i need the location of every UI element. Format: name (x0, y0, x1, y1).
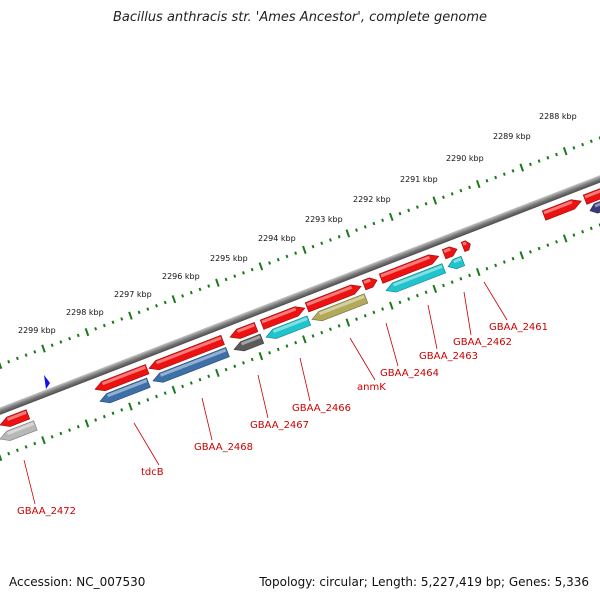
kbp-label: 2289 kbp (493, 132, 531, 141)
kbp-label: 2293 kbp (305, 215, 343, 224)
leader-line (349, 337, 376, 381)
genome-backbone (0, 171, 600, 419)
leader-line (483, 281, 508, 321)
kbp-label: 2297 kbp (114, 290, 152, 299)
leader-line (299, 357, 311, 402)
kbp-label: 2292 kbp (353, 195, 391, 204)
gene-label[interactable]: GBAA_2464 (380, 368, 439, 379)
gene-label[interactable]: anmK (357, 382, 386, 393)
gene-arrow[interactable] (304, 282, 363, 313)
leader-line (257, 374, 269, 419)
gene-arrow[interactable] (361, 276, 379, 291)
gene-label[interactable]: tdcB (141, 467, 164, 478)
gene-label[interactable]: GBAA_2468 (194, 442, 253, 453)
leader-line (463, 291, 472, 336)
leader-line (201, 397, 213, 441)
kbp-label: 2291 kbp (400, 175, 438, 184)
kbp-label: 2288 kbp (539, 112, 577, 121)
kbp-label: 2294 kbp (258, 234, 296, 243)
outer-tick-ring (0, 136, 600, 370)
gene-arrow[interactable] (98, 377, 151, 406)
leader-line (385, 322, 399, 367)
gene-label[interactable]: GBAA_2466 (292, 403, 351, 414)
kbp-label: 2299 kbp (18, 326, 56, 335)
gene-arrow[interactable] (446, 255, 466, 271)
gene-arrow[interactable] (0, 409, 31, 430)
gene-label[interactable]: GBAA_2462 (453, 337, 512, 348)
kbp-label: 2298 kbp (66, 308, 104, 317)
gene-arrow[interactable] (384, 263, 447, 296)
gene-arrow[interactable] (147, 334, 225, 373)
leader-line (427, 304, 438, 350)
gene-arrow[interactable] (264, 315, 312, 342)
gene-arrow[interactable] (541, 196, 583, 221)
kbp-label: 2295 kbp (210, 254, 248, 263)
gene-label[interactable]: GBAA_2461 (489, 322, 548, 333)
gene-arrow[interactable] (310, 293, 369, 324)
gene-arrow[interactable] (93, 364, 150, 394)
gene-arrow[interactable] (378, 252, 440, 284)
gene-arrow[interactable] (151, 346, 230, 385)
position-marker-icon (44, 375, 50, 389)
gene-arrow[interactable] (259, 303, 307, 330)
gene-arrow[interactable] (232, 333, 265, 354)
gene-arrow[interactable] (228, 321, 259, 341)
gene-arrow[interactable] (441, 245, 459, 260)
gene-arrow[interactable] (460, 239, 472, 252)
gene-label[interactable]: GBAA_2463 (419, 351, 478, 362)
leader-line (23, 459, 36, 505)
gene-label[interactable]: GBAA_2467 (250, 420, 309, 431)
kbp-label: 2296 kbp (162, 272, 200, 281)
map-title: Bacillus anthracis str. 'Ames Ancestor',… (112, 10, 488, 25)
gene-label[interactable]: GBAA_2472 (17, 506, 76, 517)
kbp-label: 2290 kbp (446, 154, 484, 163)
genome-stats-label: Topology: circular; Length: 5,227,419 bp… (259, 575, 589, 589)
gene-arrow[interactable] (0, 420, 38, 444)
leader-line (133, 422, 160, 466)
inner-tick-ring (0, 223, 600, 462)
accession-label: Accession: NC_007530 (9, 575, 146, 589)
